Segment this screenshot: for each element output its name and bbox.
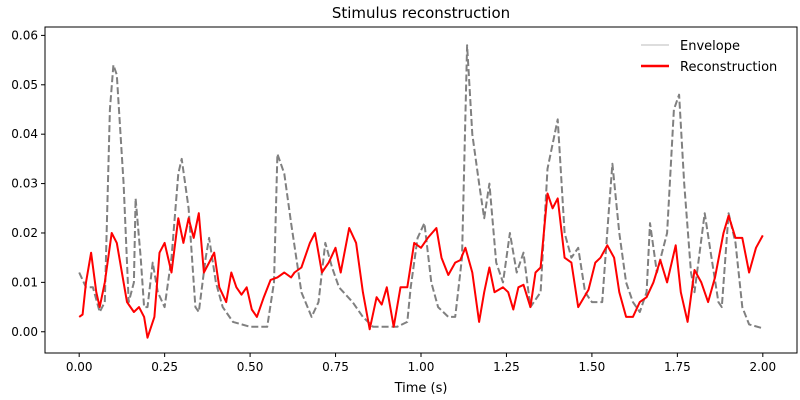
x-axis-label: Time (s) xyxy=(394,381,448,396)
legend-envelope-label: Envelope xyxy=(680,39,740,54)
chart-title: Stimulus reconstruction xyxy=(332,4,510,22)
y-tick-label: 0.00 xyxy=(11,325,38,339)
x-tick-label: 1.00 xyxy=(408,360,435,374)
x-tick-label: 0.50 xyxy=(237,360,264,374)
x-axis: 0.00 0.25 0.50 0.75 1.00 1.25 1.50 1.75 2.00 xyxy=(66,353,776,374)
x-tick-label: 1.75 xyxy=(664,360,691,374)
plot-lines xyxy=(78,44,764,339)
y-tick-label: 0.04 xyxy=(11,127,38,141)
y-tick-label: 0.06 xyxy=(11,28,38,42)
legend: Envelope Reconstruction xyxy=(641,39,777,75)
x-tick-label: 0.00 xyxy=(66,360,93,374)
series-reconstruction-line xyxy=(78,192,764,339)
legend-reconstruction-label: Reconstruction xyxy=(680,60,777,75)
x-tick-label: 2.00 xyxy=(749,360,776,374)
y-tick-label: 0.02 xyxy=(11,226,38,240)
y-tick-label: 0.03 xyxy=(11,177,38,191)
x-tick-label: 0.25 xyxy=(151,360,178,374)
y-tick-label: 0.01 xyxy=(11,275,38,289)
x-tick-label: 1.50 xyxy=(579,360,606,374)
x-tick-label: 1.25 xyxy=(493,360,520,374)
x-tick-label: 0.75 xyxy=(322,360,349,374)
y-axis: 0.00 0.01 0.02 0.03 0.04 0.05 0.06 xyxy=(11,28,45,339)
series-envelope-line xyxy=(78,44,764,330)
y-tick-label: 0.05 xyxy=(11,78,38,92)
